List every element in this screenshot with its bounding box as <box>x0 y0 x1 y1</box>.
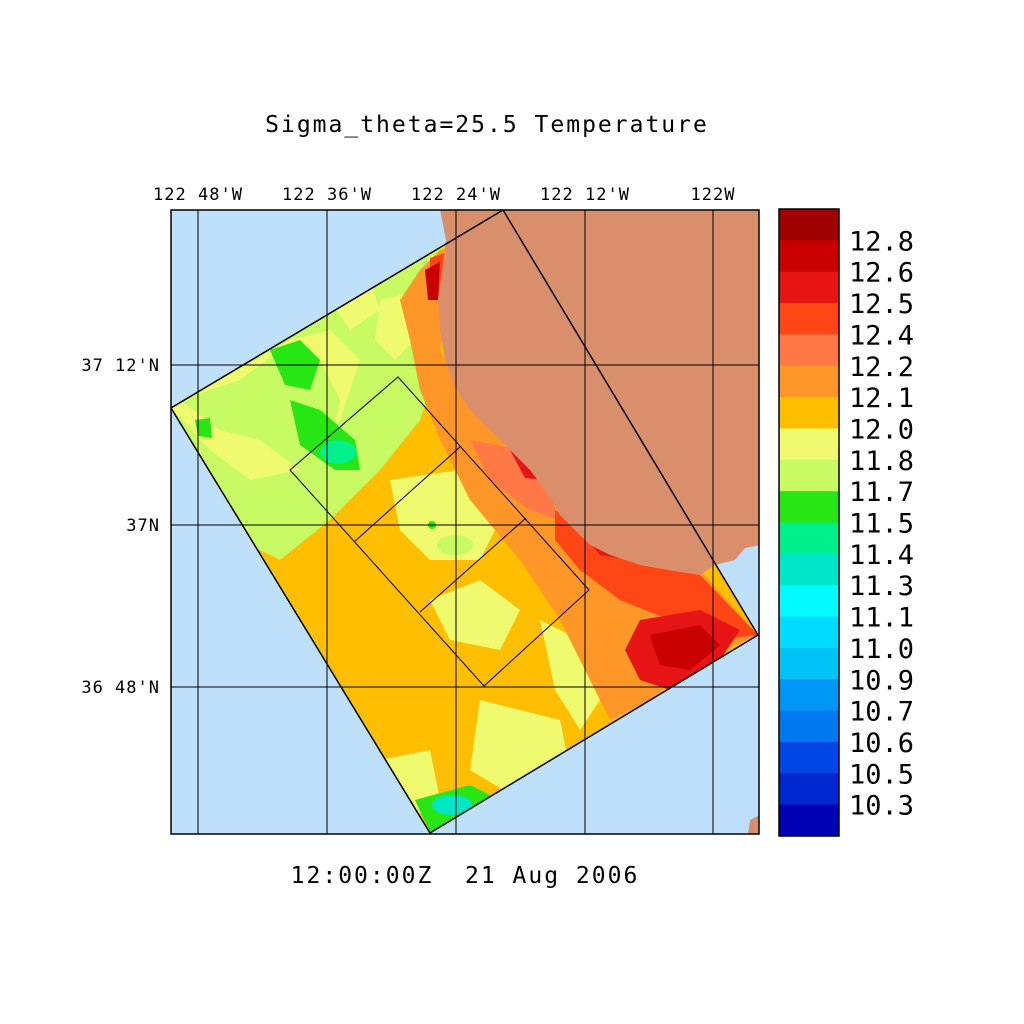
colorbar-label: 11.0 <box>849 634 914 665</box>
colorbar-swatch <box>779 334 839 367</box>
colorbar-label: 11.8 <box>849 446 914 477</box>
colorbar-label: 11.4 <box>849 540 914 571</box>
colorbar-label: 10.9 <box>849 665 914 696</box>
lon-tick-label: 122 48'W <box>153 185 243 205</box>
lon-tick-label: 122 12'W <box>540 185 630 205</box>
map-frame <box>170 209 760 835</box>
colorbar-swatch <box>779 491 839 523</box>
colorbar-swatch <box>779 271 839 304</box>
colorbar-frame <box>778 208 840 837</box>
colorbar-swatch <box>779 616 839 649</box>
colorbar-swatch <box>779 209 839 241</box>
colorbar-label: 12.5 <box>849 289 914 320</box>
colorbar-label: 12.6 <box>849 258 914 289</box>
colorbar-label: 10.6 <box>849 728 914 759</box>
inner-domain-boundary <box>289 376 590 687</box>
colorbar-label: 12.8 <box>849 226 914 257</box>
colorbar-label: 11.1 <box>849 603 914 634</box>
land-coastline <box>438 210 759 575</box>
lon-tick-label: 122 36'W <box>282 185 372 205</box>
colorbar-label: 12.1 <box>849 383 914 414</box>
map-timestamp: 12:00:00Z 21 Aug 2006 <box>291 863 640 889</box>
colorbar-label: 11.7 <box>849 477 914 508</box>
colorbar-swatch <box>779 303 839 335</box>
inner-grid-line <box>353 446 461 543</box>
map-title: Sigma_theta=25.5 Temperature <box>265 112 709 138</box>
colorbar: 12.812.612.512.412.212.112.011.811.711.5… <box>778 208 914 837</box>
graticule <box>171 210 759 834</box>
lat-tick-label: 36 48'N <box>81 678 160 698</box>
colorbar-swatch <box>779 365 839 398</box>
colorbar-swatch <box>779 428 839 461</box>
colorbar-swatch <box>779 459 839 492</box>
colorbar-swatch <box>779 397 839 429</box>
lon-tick-label: 122W <box>691 185 736 205</box>
colorbar-label: 12.4 <box>849 320 914 351</box>
lat-tick-label: 37 12'N <box>81 356 160 376</box>
colorbar-swatch <box>779 522 839 555</box>
inner-grid-line <box>419 517 527 613</box>
colorbar-swatch <box>779 804 839 837</box>
colorbar-swatch <box>779 647 839 680</box>
colorbar-swatch <box>779 773 839 806</box>
map-panel <box>171 210 759 834</box>
colorbar-label: 10.7 <box>849 697 914 728</box>
colorbar-swatch <box>779 741 839 774</box>
colorbar-swatch <box>779 679 839 712</box>
colorbar-label: 12.0 <box>849 414 914 445</box>
colorbar-label: 11.3 <box>849 571 914 602</box>
lon-tick-label: 122 24'W <box>411 185 501 205</box>
colorbar-label: 12.2 <box>849 352 914 383</box>
lat-tick-label: 37N <box>126 516 160 536</box>
colorbar-label: 10.5 <box>849 759 914 790</box>
outer-domain-boundary <box>171 210 759 834</box>
colorbar-swatch <box>779 710 839 743</box>
colorbar-swatch <box>779 585 839 618</box>
colorbar-label: 11.5 <box>849 509 914 540</box>
colorbar-label: 10.3 <box>849 791 914 822</box>
colorbar-swatch <box>779 240 839 273</box>
colorbar-swatch <box>779 553 839 586</box>
